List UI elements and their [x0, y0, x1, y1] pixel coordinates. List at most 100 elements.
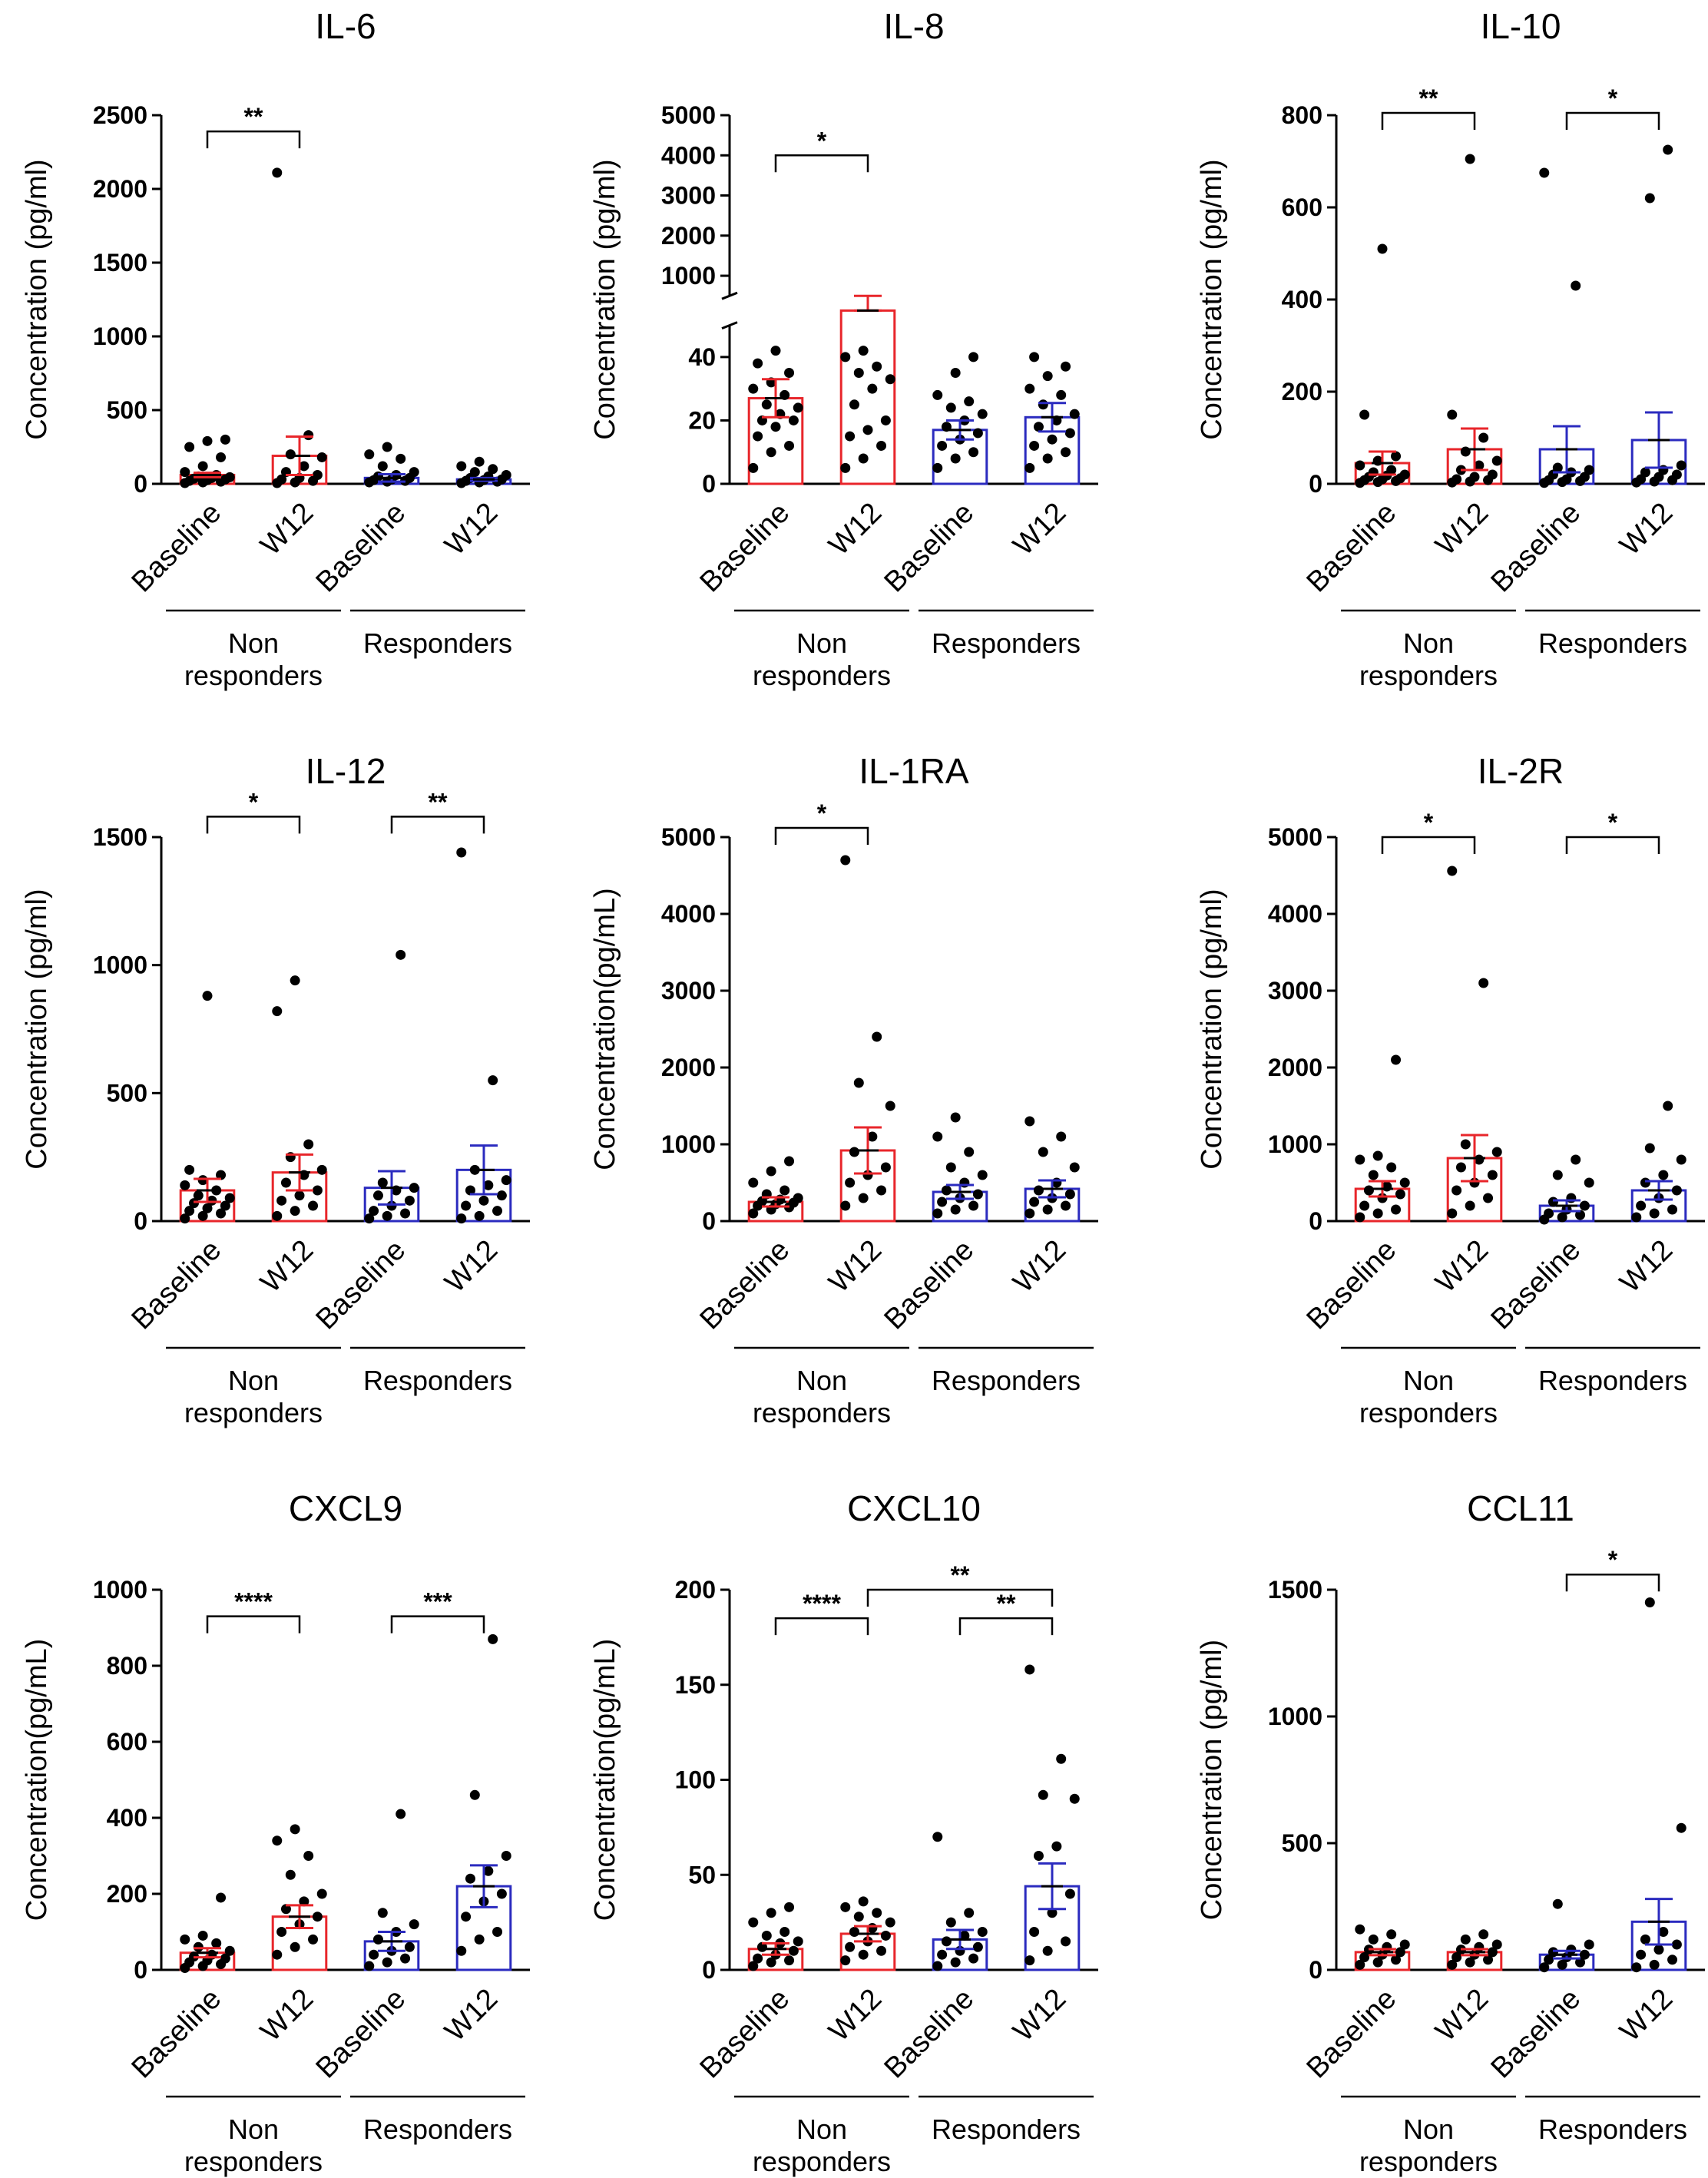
category-label: W12: [1614, 1983, 1679, 2048]
y-axis-label: Concentration(pg/mL): [589, 1639, 621, 1921]
data-point: [1667, 1955, 1678, 1965]
y-tick-label: 600: [1282, 194, 1322, 221]
data-point: [840, 1200, 851, 1211]
data-point: [788, 415, 799, 425]
data-point: [950, 368, 961, 379]
data-point: [483, 1865, 494, 1876]
data-point: [1029, 1927, 1040, 1937]
data-point: [1038, 1789, 1048, 1800]
data-point: [840, 1955, 851, 1966]
category-label: W12: [823, 1234, 888, 1299]
y-tick-label: 40: [688, 343, 716, 371]
data-point: [220, 1953, 230, 1964]
data-point: [224, 472, 235, 482]
category-label: Baseline: [126, 1234, 228, 1336]
significance-label: ****: [803, 1590, 841, 1617]
data-point: [748, 1177, 759, 1188]
data-point: [285, 1869, 296, 1880]
data-point: [1584, 465, 1594, 475]
data-point: [303, 430, 314, 441]
data-point: [1644, 1597, 1655, 1607]
data-point: [184, 1164, 195, 1175]
y-tick-label: 1000: [93, 1576, 147, 1604]
data-point: [197, 1210, 208, 1221]
significance-bracket: [1565, 1573, 1660, 1592]
data-point: [1447, 409, 1458, 420]
data-point: [316, 1888, 327, 1899]
data-point: [1399, 469, 1410, 480]
group-label-responders: Responders: [1538, 1365, 1687, 1396]
category-label: W12: [254, 497, 319, 562]
significance-bracket: [958, 1617, 1054, 1636]
data-point: [1671, 1939, 1682, 1950]
group-label-responders: Responders: [363, 627, 512, 659]
data-point: [1483, 1955, 1494, 1965]
data-point: [1447, 1208, 1458, 1219]
data-point: [858, 453, 869, 464]
significance-label: **: [951, 1561, 970, 1589]
data-point: [748, 1208, 759, 1219]
data-point: [1676, 1154, 1686, 1165]
data-point: [197, 1930, 208, 1941]
significance-label: ***: [423, 1588, 452, 1616]
data-point: [372, 1190, 383, 1201]
y-tick-label: 800: [107, 1652, 147, 1680]
group-label-non: Non: [796, 1365, 847, 1396]
data-point: [1465, 1200, 1475, 1211]
y-tick-label: 1000: [93, 323, 147, 350]
data-point: [303, 1851, 314, 1861]
data-point: [1372, 1150, 1383, 1161]
data-point: [1395, 1947, 1405, 1958]
data-point: [1029, 352, 1040, 362]
data-point: [1671, 469, 1682, 480]
data-point: [853, 1912, 864, 1922]
y-tick-label: 20: [688, 406, 716, 434]
data-point: [1663, 144, 1673, 155]
category-label: Baseline: [1301, 1983, 1403, 2085]
data-point: [876, 440, 887, 451]
data-point: [216, 1208, 227, 1219]
y-tick-label: 2500: [93, 101, 147, 129]
category-label: Baseline: [310, 1234, 412, 1336]
data-point: [845, 431, 856, 442]
data-point: [972, 1941, 983, 1952]
data-point: [766, 447, 776, 458]
panel-title: CXCL9: [289, 1488, 402, 1528]
y-tick-label: 5000: [661, 823, 716, 851]
y-tick-label: 1000: [93, 952, 147, 979]
category-label: W12: [1007, 497, 1072, 562]
data-point: [950, 1112, 961, 1123]
data-point: [862, 425, 873, 435]
significance-label: *: [1608, 84, 1618, 112]
data-point: [1042, 453, 1053, 464]
category-label: W12: [1614, 1234, 1679, 1299]
significance-label: *: [1608, 1546, 1618, 1574]
data-point: [853, 1077, 864, 1088]
category-label: Baseline: [1301, 1234, 1403, 1336]
panel-il-2r: IL-2R 0 1000 2000 3000 4000 5000 Concentration …: [1196, 751, 1705, 1428]
data-point: [932, 462, 943, 473]
data-point: [197, 461, 208, 472]
data-point: [220, 434, 230, 445]
data-point: [1386, 1162, 1397, 1173]
significance-label: *: [1608, 809, 1618, 836]
data-point: [1355, 460, 1365, 471]
panel-title: CCL11: [1467, 1488, 1574, 1528]
category-label: Baseline: [126, 1983, 228, 2085]
data-point: [1640, 1934, 1650, 1945]
group-label-non: Non: [228, 627, 279, 659]
data-point: [858, 1949, 869, 1960]
y-axis-label: Concentration(pg/mL): [21, 1639, 53, 1921]
data-point: [1631, 1962, 1642, 1973]
y-axis-label: Concentration (pg/ml): [1196, 889, 1228, 1169]
data-point: [290, 1206, 300, 1216]
data-point: [272, 1835, 283, 1846]
significance-label: *: [249, 788, 259, 816]
y-tick-label: 3000: [661, 182, 716, 210]
data-point: [202, 1203, 213, 1213]
data-point: [1474, 460, 1485, 471]
significance-label: *: [817, 127, 827, 154]
y-tick-label: 150: [675, 1671, 716, 1699]
significance-bracket: [1381, 111, 1476, 130]
data-point: [308, 1934, 319, 1945]
